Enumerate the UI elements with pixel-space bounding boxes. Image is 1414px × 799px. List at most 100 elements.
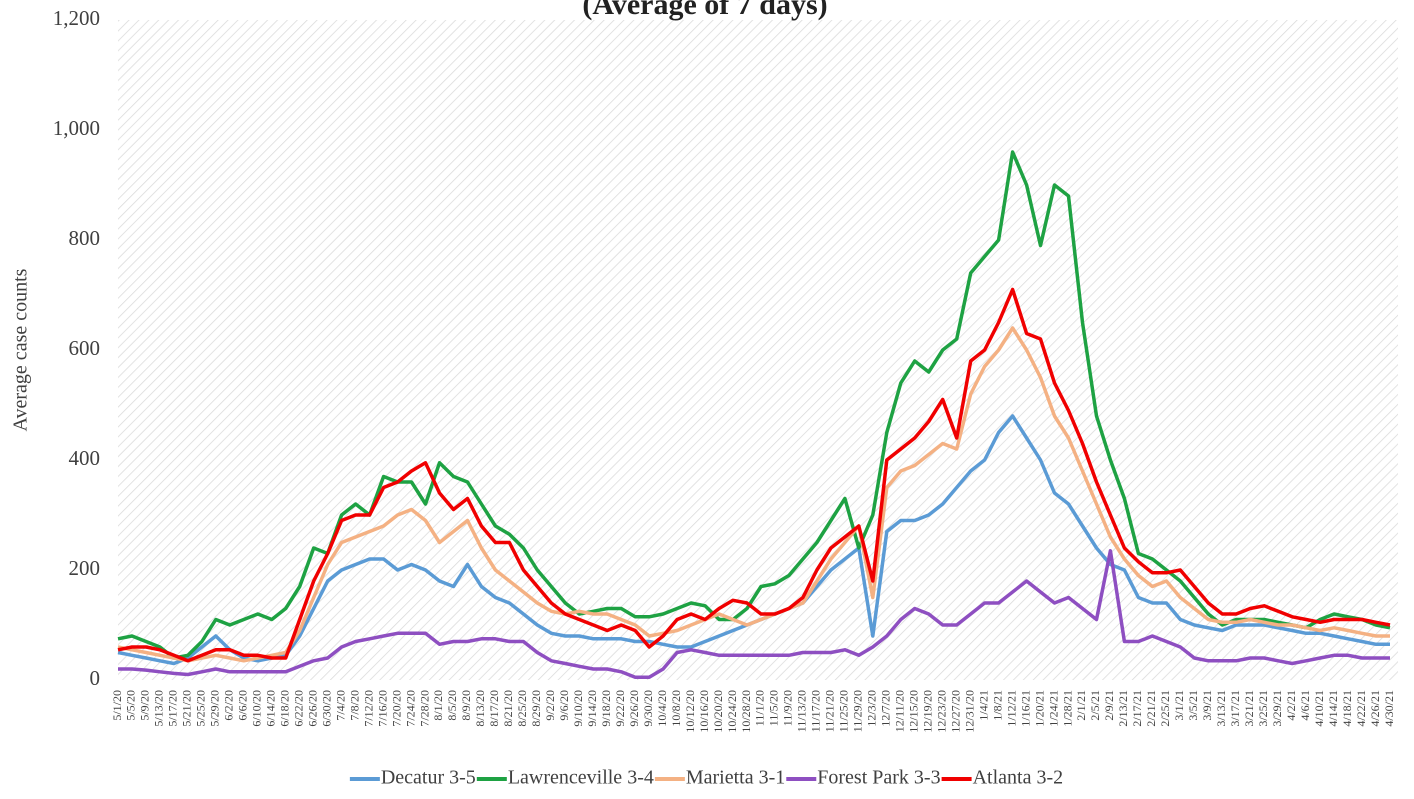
x-tick-label: 11/17/20 [809,690,823,732]
x-tick-label: 12/31/20 [962,690,976,733]
x-tick-label: 8/21/20 [501,690,515,727]
series-line [118,549,1390,680]
x-tick-label: 11/29/20 [851,690,865,732]
x-tick-label: 3/13/21 [1214,690,1228,727]
x-tick-label: 7/16/20 [375,690,389,727]
x-tick-label: 3/25/21 [1256,690,1270,727]
x-tick-label: 1/8/21 [990,690,1004,721]
x-tick-label: 6/26/20 [305,690,319,727]
x-tick-label: 7/4/20 [333,690,347,721]
x-tick-label: 3/29/21 [1270,690,1284,727]
x-tick-label: 12/3/20 [865,690,879,727]
x-tick-label: 8/9/20 [459,690,473,721]
x-tick-label: 10/24/20 [725,690,739,733]
x-tick-label: 11/9/20 [781,690,795,726]
y-tick-label: 200 [69,556,101,580]
y-tick-label: 0 [90,666,101,690]
x-tick-label: 4/6/21 [1298,690,1312,721]
x-tick-label: 4/14/21 [1326,690,1340,727]
x-tick-label: 10/4/20 [655,690,669,727]
x-tick-label: 10/28/20 [739,690,753,733]
x-tick-label: 5/9/20 [138,690,152,721]
legend-label: Forest Park 3-3 [817,767,940,789]
x-tick-label: 9/6/20 [557,690,571,721]
x-tick-label: 5/5/20 [124,690,138,721]
x-tick-label: 3/17/21 [1228,690,1242,727]
x-tick-label: 12/7/20 [879,690,893,727]
x-tick-label: 1/4/21 [976,690,990,721]
x-tick-label: 2/5/21 [1088,690,1102,721]
x-tick-label: 5/17/20 [166,690,180,727]
x-tick-label: 7/8/20 [347,690,361,721]
x-tick-label: 1/28/21 [1060,690,1074,727]
x-tick-label: 3/9/21 [1200,690,1214,721]
x-tick-label: 7/12/20 [361,690,375,727]
x-tick-label: 3/5/21 [1186,690,1200,721]
y-tick-label: 1,200 [53,6,100,30]
x-tick-label: 6/22/20 [291,690,305,727]
legend-label: Marietta 3-1 [686,767,785,789]
x-tick-label: 8/1/20 [431,690,445,721]
x-tick-label: 11/25/20 [837,690,851,732]
x-tick-label: 1/24/21 [1046,690,1060,727]
y-tick-label: 1,000 [53,116,100,140]
legend-label: Decatur 3-5 [381,767,476,789]
x-tick-label: 4/22/21 [1354,690,1368,727]
x-tick-label: 5/1/20 [110,690,124,721]
x-tick-label: 7/24/20 [403,690,417,727]
x-tick-label: 4/18/21 [1340,690,1354,727]
x-tick-label: 4/30/21 [1382,690,1396,727]
x-tick-label: 2/25/21 [1158,690,1172,727]
x-tick-label: 12/11/20 [893,690,907,732]
series-line [117,287,1391,663]
x-tick-label: 8/29/20 [529,690,543,727]
x-tick-label: 8/13/20 [473,690,487,727]
y-tick-label: 600 [69,336,101,360]
x-tick-label: 5/29/20 [208,690,222,727]
y-tick-label: 400 [69,446,101,470]
x-tick-label: 2/17/21 [1130,690,1144,727]
x-tick-label: 5/13/20 [152,690,166,727]
plot-background [118,20,1398,680]
series-line [117,326,1390,663]
legend-label: Atlanta 3-2 [973,767,1064,789]
x-tick-label: 2/1/21 [1074,690,1088,721]
x-tick-label: 9/26/20 [627,690,641,727]
x-tick-label: 8/25/20 [515,690,529,727]
x-tick-label: 2/21/21 [1144,690,1158,727]
x-tick-label: 1/12/21 [1004,690,1018,727]
x-tick-label: 6/6/20 [236,690,250,721]
x-tick-label: 9/30/20 [641,690,655,727]
x-tick-label: 10/16/20 [697,690,711,733]
x-tick-label: 9/18/20 [599,690,613,727]
x-tick-label: 12/19/20 [920,690,934,733]
x-tick-label: 2/13/21 [1116,690,1130,727]
x-tick-label: 1/16/21 [1018,690,1032,727]
x-tick-label: 6/2/20 [222,690,236,721]
x-tick-label: 8/5/20 [445,690,459,721]
x-tick-label: 12/23/20 [934,690,948,733]
x-tick-label: 9/22/20 [613,690,627,727]
x-tick-label: 9/14/20 [585,690,599,727]
x-tick-label: 3/21/21 [1242,690,1256,727]
x-tick-label: 10/12/20 [683,690,697,733]
x-tick-label: 8/17/20 [487,690,501,727]
x-tick-label: 1/20/21 [1032,690,1046,727]
x-tick-label: 5/25/20 [194,690,208,727]
y-axis-label: Average case counts [10,268,32,431]
x-tick-label: 10/20/20 [711,690,725,733]
x-tick-label: 4/26/21 [1368,690,1382,727]
x-tick-label: 11/5/20 [767,690,781,726]
x-tick-label: 6/18/20 [277,690,291,727]
x-tick-label: 7/20/20 [389,690,403,727]
x-tick-label: 10/8/20 [669,690,683,727]
x-tick-label: 11/21/20 [823,690,837,732]
x-tick-label: 9/2/20 [543,690,557,721]
x-tick-label: 4/10/21 [1312,690,1326,727]
x-tick-label: 9/10/20 [571,690,585,727]
x-tick-label: 6/30/20 [319,690,333,727]
x-tick-label: 6/14/20 [264,690,278,727]
x-tick-label: 6/10/20 [250,690,264,727]
y-tick-label: 800 [69,226,101,250]
